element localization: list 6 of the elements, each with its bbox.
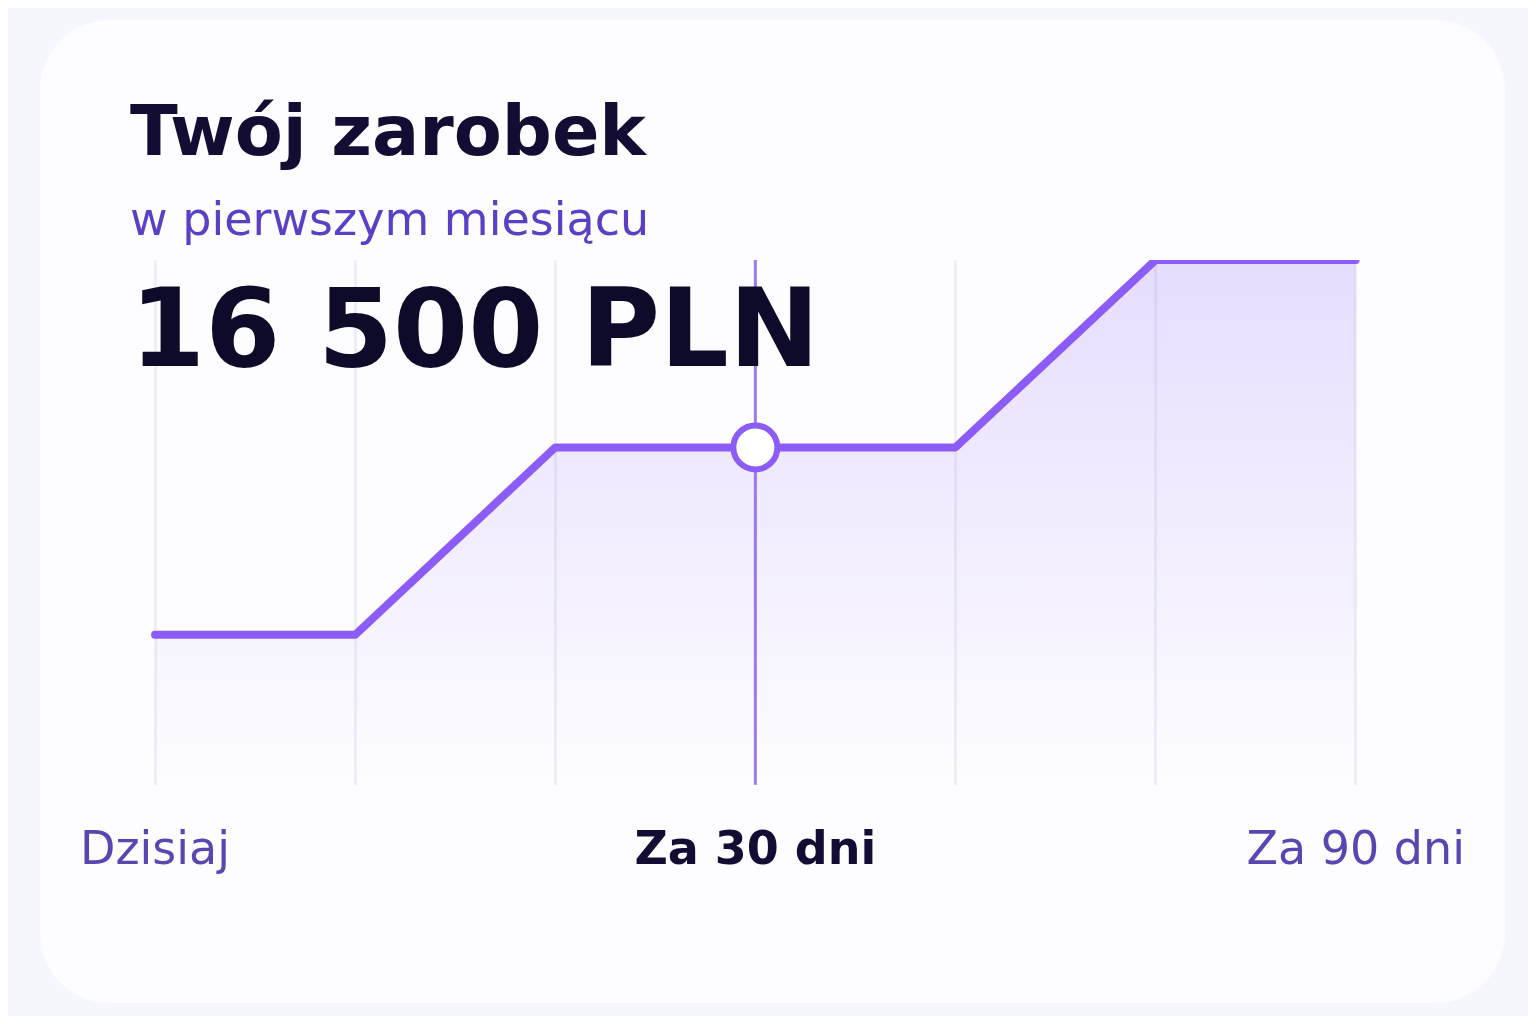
x-tick-label: Dzisiaj [80, 821, 231, 876]
chart-title: Twój zarobek [130, 90, 648, 172]
x-tick-label: Za 30 dni [634, 821, 877, 876]
annotation: 16 500 PLN [130, 266, 820, 391]
x-tick-label: Za 90 dni [1246, 821, 1466, 876]
chart-subtitle: w pierwszym miesiącu [130, 192, 651, 246]
